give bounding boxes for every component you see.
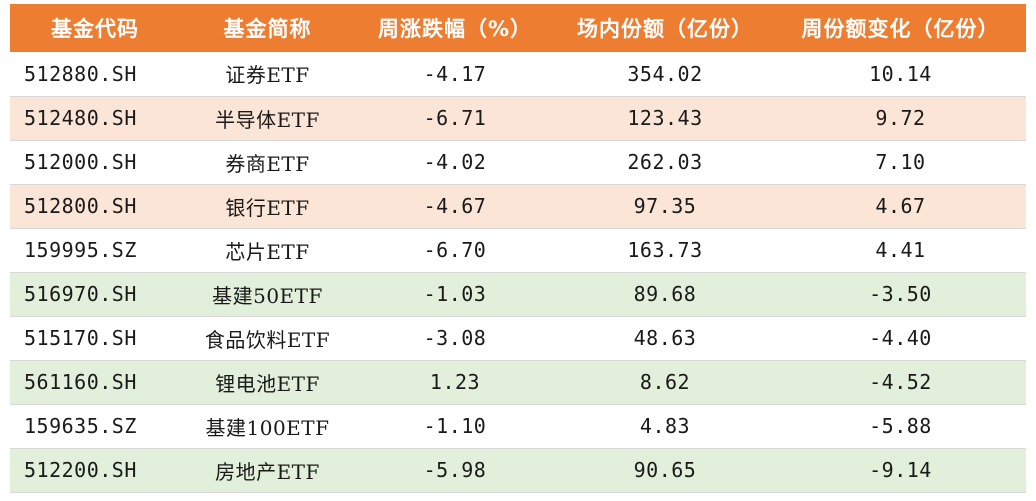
cell-weekly-share-change: -5.88 — [869, 414, 932, 438]
table-body: 512880.SH 证券ETF -4.17 354.02 10.14 512480.SH 半… — [10, 52, 1026, 492]
cell-weekly-change: -4.67 — [423, 194, 487, 218]
cell-weekly-share-change: 4.67 — [875, 194, 926, 218]
table-row: 159995.SZ 芯片ETF -6.70 163.73 4.41 — [10, 228, 1026, 272]
header-onexchange-shares: 场内份额（亿份） — [577, 17, 753, 41]
cell-fund-code: 159995.SZ — [24, 238, 137, 262]
cell-weekly-change: -3.08 — [423, 326, 487, 350]
cell-fund-name: 银行ETF — [225, 195, 310, 220]
cell-fund-name: 券商ETF — [225, 151, 310, 176]
cell-weekly-share-change: 10.14 — [869, 61, 932, 86]
cell-fund-code: 512880.SH — [24, 61, 137, 86]
cell-fund-name: 基建100ETF — [205, 415, 330, 440]
table-header: 基金代码 基金简称 周涨跌幅（%） 场内份额（亿份） 周份额变化（亿份） — [10, 4, 1026, 52]
cell-fund-name: 芯片ETF — [225, 239, 310, 264]
cell-weekly-change: -1.03 — [423, 282, 487, 306]
cell-fund-code: 512200.SH — [24, 458, 137, 482]
etf-share-change-table: 基金代码 基金简称 周涨跌幅（%） 场内份额（亿份） 周份额变化（亿份） 512… — [10, 4, 1026, 493]
cell-fund-name: 锂电池ETF — [215, 371, 320, 396]
cell-onexchange-shares: 8.62 — [639, 370, 691, 394]
cell-onexchange-shares: 4.83 — [639, 414, 691, 438]
cell-weekly-share-change: -4.52 — [869, 370, 932, 394]
cell-fund-code: 561160.SH — [24, 370, 137, 394]
cell-fund-code: 512800.SH — [24, 194, 137, 218]
header-row: 基金代码 基金简称 周涨跌幅（%） 场内份额（亿份） 周份额变化（亿份） — [10, 4, 1026, 52]
cell-onexchange-shares: 123.43 — [627, 106, 703, 130]
cell-weekly-share-change: 4.41 — [875, 238, 926, 262]
cell-fund-name: 基建50ETF — [212, 283, 323, 308]
cell-weekly-change: -1.10 — [423, 414, 487, 438]
table-row: 515170.SH 食品饮料ETF -3.08 48.63 -4.40 — [10, 316, 1026, 360]
cell-fund-name: 半导体ETF — [215, 107, 320, 132]
table-row: 512200.SH 房地产ETF -5.98 90.65 -9.14 — [10, 448, 1026, 492]
cell-fund-code: 516970.SH — [24, 282, 137, 306]
table-row: 516970.SH 基建50ETF -1.03 89.68 -3.50 — [10, 272, 1026, 316]
cell-fund-name: 食品饮料ETF — [204, 327, 331, 352]
cell-weekly-change: -6.70 — [423, 238, 487, 262]
cell-fund-code: 515170.SH — [24, 326, 137, 350]
cell-weekly-share-change: -9.14 — [869, 458, 932, 482]
cell-weekly-share-change: -4.40 — [869, 326, 932, 350]
cell-fund-name: 证券ETF — [225, 63, 310, 88]
table-row: 512880.SH 证券ETF -4.17 354.02 10.14 — [10, 52, 1026, 96]
cell-onexchange-shares: 48.63 — [633, 326, 697, 350]
table-row: 512800.SH 银行ETF -4.67 97.35 4.67 — [10, 184, 1026, 228]
table-row: 159635.SZ 基建100ETF -1.10 4.83 -5.88 — [10, 404, 1026, 448]
cell-fund-code: 512000.SH — [24, 150, 137, 174]
header-weekly-share-change: 周份额变化（亿份） — [801, 17, 1000, 41]
cell-fund-code: 512480.SH — [24, 106, 137, 130]
cell-fund-name: 房地产ETF — [215, 459, 320, 484]
cell-weekly-change: -5.98 — [423, 458, 487, 482]
cell-weekly-share-change: 9.72 — [875, 106, 926, 130]
table-row: 512480.SH 半导体ETF -6.71 123.43 9.72 — [10, 96, 1026, 140]
cell-onexchange-shares: 97.35 — [633, 194, 697, 218]
cell-fund-code: 159635.SZ — [24, 414, 137, 438]
cell-weekly-change: -4.02 — [423, 150, 487, 174]
cell-onexchange-shares: 163.73 — [627, 238, 703, 262]
cell-weekly-change: 1.23 — [429, 370, 481, 394]
cell-weekly-change: -4.17 — [423, 61, 487, 86]
table-row: 512000.SH 券商ETF -4.02 262.03 7.10 — [10, 140, 1026, 184]
header-fund-name: 基金简称 — [223, 17, 312, 41]
cell-weekly-change: -6.71 — [423, 106, 487, 130]
header-fund-code: 基金代码 — [51, 17, 139, 41]
cell-onexchange-shares: 354.02 — [627, 61, 703, 86]
cell-weekly-share-change: -3.50 — [869, 282, 932, 306]
cell-onexchange-shares: 262.03 — [627, 150, 703, 174]
table-row: 561160.SH 锂电池ETF 1.23 8.62 -4.52 — [10, 360, 1026, 404]
cell-weekly-share-change: 7.10 — [875, 150, 926, 174]
cell-onexchange-shares: 89.68 — [633, 282, 697, 306]
cell-onexchange-shares: 90.65 — [633, 458, 697, 482]
header-weekly-change: 周涨跌幅（%） — [377, 17, 533, 41]
